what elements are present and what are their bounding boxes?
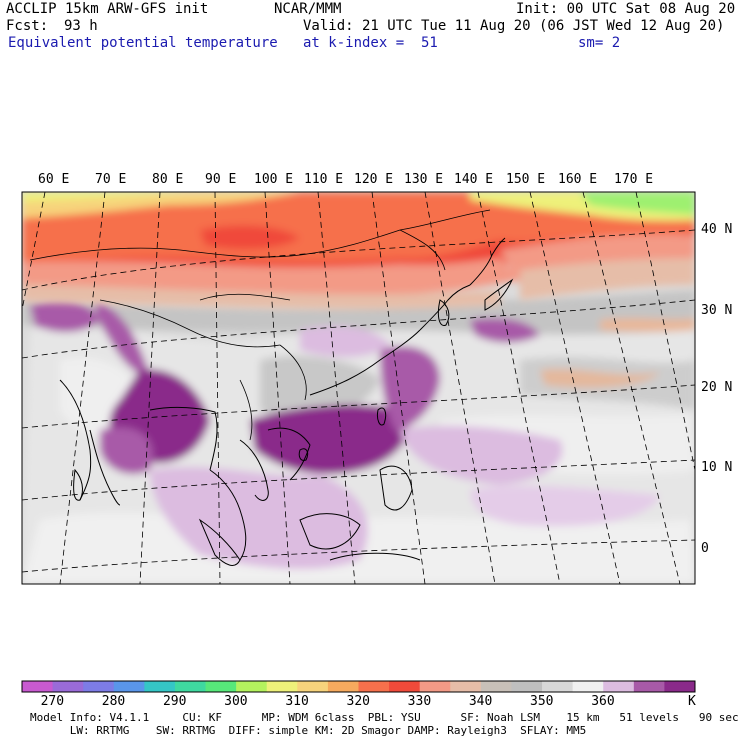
colorbar-swatch	[297, 681, 329, 692]
colorbar-tick-label: 340	[468, 694, 493, 709]
colorbar-swatch	[144, 681, 176, 692]
colorbar-swatch	[419, 681, 451, 692]
colorbar-swatch	[83, 681, 115, 692]
colorbar	[21, 680, 696, 693]
plot-frame	[21, 191, 696, 585]
lon-label: 120 E	[354, 172, 394, 187]
colorbar-tick-label: 320	[346, 694, 370, 709]
fcst-value: 93 h	[64, 18, 98, 34]
level-label: at k-index = 51	[303, 35, 438, 51]
colorbar-tick-label: 310	[285, 694, 309, 709]
colorbar-swatch	[327, 681, 359, 692]
lon-label: 70 E	[95, 172, 127, 187]
lon-label: 130 E	[404, 172, 444, 187]
lon-label: 160 E	[558, 172, 598, 187]
colorbar-swatch	[389, 681, 421, 692]
colorbar-tick-label: 270	[40, 694, 65, 709]
colorbar-swatch	[174, 681, 207, 692]
colorbar-swatch	[664, 681, 696, 692]
theta-e-field	[22, 192, 695, 584]
model-info-line1: Model Info: V4.1.1 CU: KF MP: WDM 6class…	[30, 711, 739, 724]
lon-label: 140 E	[454, 172, 494, 187]
lon-label: 110 E	[304, 172, 344, 187]
lon-label: 100 E	[254, 172, 294, 187]
colorbar-swatch	[542, 681, 574, 692]
colorbar-swatch	[205, 681, 237, 692]
colorbar-tick-label: 350	[530, 694, 554, 709]
center-label: NCAR/MMM	[274, 1, 342, 17]
colorbar-swatch	[511, 681, 543, 692]
colorbar-swatch	[603, 681, 635, 692]
colorbar-swatch	[113, 681, 145, 692]
colorbar-tick-label: 300	[224, 694, 248, 709]
lon-label: 80 E	[152, 172, 184, 187]
lat-label: 20 N	[701, 380, 733, 395]
field-name: Equivalent potential temperature	[8, 35, 278, 51]
colorbar-tick-label: 290	[162, 694, 187, 709]
lon-label: 60 E	[38, 172, 70, 187]
colorbar-swatch	[358, 681, 390, 692]
colorbar-swatch	[633, 681, 665, 692]
smoothing-label: sm= 2	[578, 35, 621, 51]
init-time: Init: 00 UTC Sat 08 Aug 20	[516, 1, 736, 17]
lat-label: 40 N	[701, 222, 733, 237]
colorbar-swatch	[52, 681, 84, 692]
lon-label: 170 E	[614, 172, 654, 187]
borders	[29, 209, 491, 441]
colorbar-swatch	[266, 681, 298, 692]
colorbar-tick-label: 280	[101, 694, 126, 709]
colorbar-frame	[21, 680, 696, 693]
model-info-line2: LW: RRTMG SW: RRTMG DIFF: simple KM: 2D …	[30, 724, 587, 737]
coastlines	[59, 237, 514, 566]
fcst-label: Fcst:	[6, 18, 49, 34]
colorbar-swatch	[480, 681, 512, 692]
colorbar-swatch	[572, 681, 604, 692]
model-title: ACCLIP 15km ARW-GFS init	[6, 1, 209, 17]
colorbar-swatch	[22, 681, 54, 692]
colorbar-tick-label: 360	[591, 694, 615, 709]
lat-label: 30 N	[701, 303, 733, 318]
lat-label: 10 N	[701, 460, 733, 475]
lon-label: 150 E	[506, 172, 546, 187]
colorbar-swatch	[450, 681, 482, 692]
colorbar-swatch	[236, 681, 268, 692]
colorbar-tick-label: 330	[407, 694, 432, 709]
colorbar-unit: K	[688, 694, 696, 709]
graticule	[22, 192, 695, 584]
valid-time: Valid: 21 UTC Tue 11 Aug 20 (06 JST Wed …	[303, 18, 725, 34]
lon-label: 90 E	[205, 172, 237, 187]
lat-label: 0	[701, 541, 709, 556]
